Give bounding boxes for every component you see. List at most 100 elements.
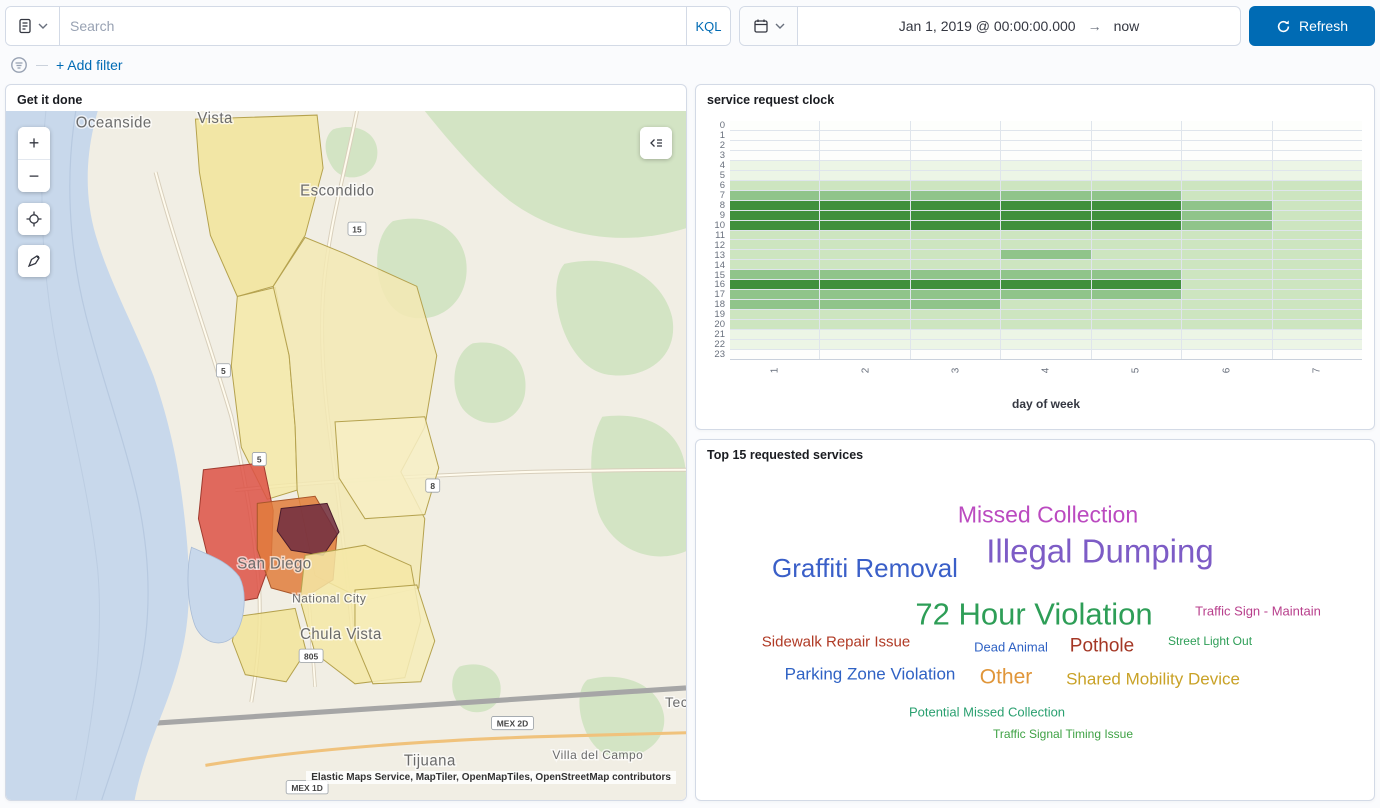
- add-filter-link[interactable]: + Add filter: [56, 57, 123, 73]
- tagcloud-word[interactable]: Traffic Signal Timing Issue: [992, 727, 1134, 741]
- heatmap-cell: [1001, 170, 1091, 180]
- map-place-label: Escondido: [300, 182, 374, 199]
- tagcloud-word[interactable]: Graffiti Removal: [772, 553, 958, 583]
- map-place-label: Villa del Campo: [552, 748, 643, 762]
- y-axis-tick-label: 13: [714, 249, 725, 261]
- heatmap-cell: [910, 170, 1001, 180]
- tagcloud-word[interactable]: Traffic Sign - Maintain: [1195, 603, 1321, 619]
- tagcloud-body: Missed Collection Illegal Dumping Graffiti…: [696, 468, 1374, 800]
- heatmap-cell: [1182, 330, 1272, 340]
- heatmap-cell: [1182, 320, 1272, 330]
- heatmap-cell: [910, 280, 1001, 290]
- zoom-in-button[interactable]: +: [18, 127, 50, 159]
- heatmap-cell: [820, 250, 910, 260]
- x-axis-tick-label: 3: [950, 367, 962, 374]
- map-canvas[interactable]: Oceanside Vista Escondido San Diego National…: [6, 111, 686, 800]
- heatmap-cell: [730, 121, 820, 130]
- heatmap-cell: [820, 310, 910, 320]
- heatmap-cell: [1001, 280, 1091, 290]
- heatmap-cell: [1001, 121, 1091, 130]
- draw-filter-button[interactable]: [18, 245, 50, 277]
- heatmap-cell: [1001, 350, 1091, 359]
- date-range-start[interactable]: Jan 1, 2019 @ 00:00:00.000: [898, 18, 1076, 34]
- saved-queries-button[interactable]: [6, 7, 60, 45]
- tagcloud-word[interactable]: Potential Missed Collection: [908, 704, 1066, 720]
- heatmap-cell: [730, 270, 820, 280]
- minus-icon: −: [28, 165, 40, 186]
- heatmap-cell: [1272, 160, 1362, 170]
- heatmap-cell: [1272, 290, 1362, 300]
- heatmap-cell: [1001, 310, 1091, 320]
- heatmap-cell: [1001, 240, 1091, 250]
- map-place-label: San Diego: [237, 555, 311, 572]
- heatmap-cell: [1272, 260, 1362, 270]
- map-zoom-controls: + −: [18, 127, 50, 192]
- tagcloud-word[interactable]: Pothole: [1069, 635, 1135, 657]
- heatmap-cell: [820, 150, 910, 160]
- tagcloud-word[interactable]: Dead Animal: [974, 639, 1048, 655]
- search-input[interactable]: [60, 7, 686, 45]
- heatmap-cell: [1182, 290, 1272, 300]
- panel-title: service request clock: [707, 93, 835, 107]
- kql-syntax-button[interactable]: KQL: [686, 7, 730, 45]
- heatmap-cell: [1182, 150, 1272, 160]
- y-axis-tick-label: 15: [714, 269, 725, 281]
- heatmap-cell: [1182, 270, 1272, 280]
- heatmap-cell: [1272, 140, 1362, 150]
- heatmap-cell: [1182, 140, 1272, 150]
- y-axis-tick-label: 14: [714, 259, 725, 271]
- refresh-button[interactable]: Refresh: [1249, 6, 1375, 46]
- clock-heatmap-grid: [730, 121, 1362, 359]
- date-quick-select-button[interactable]: [740, 7, 798, 45]
- heatmap-cell: [820, 330, 910, 340]
- zoom-out-button[interactable]: −: [18, 160, 50, 192]
- heatmap-cell: [730, 170, 820, 180]
- clock-grid-wrap: [730, 121, 1362, 360]
- heatmap-cell: [910, 150, 1001, 160]
- heatmap-cell: [1091, 240, 1182, 250]
- heatmap-chart[interactable]: 0 1 2 3 4 5 6 7 8 9 10 11 12 13 14 15 16 17 18 19 20 21 22 23 1…: [696, 111, 1374, 429]
- map-attribution: Elastic Maps Service, MapTiler, OpenMapT…: [306, 771, 676, 784]
- tagcloud-word[interactable]: 72 Hour Violation: [915, 596, 1153, 632]
- heatmap-cell: [1001, 230, 1091, 240]
- draw-filter-control: [18, 245, 50, 277]
- tagcloud-word[interactable]: Other: [979, 665, 1033, 689]
- collapse-layers-button[interactable]: [640, 127, 672, 159]
- road-shield-label: 15: [352, 224, 362, 234]
- heatmap-cell: [1091, 270, 1182, 280]
- panel-get-it-done: Get it done: [5, 84, 687, 801]
- heatmap-cell: [1091, 190, 1182, 200]
- tagcloud-word[interactable]: Shared Mobility Device: [1066, 669, 1240, 689]
- heatmap-cell: [1182, 240, 1272, 250]
- x-axis-tick-label: 5: [1130, 367, 1142, 374]
- heatmap-cell: [1091, 340, 1182, 350]
- tagcloud-word[interactable]: Missed Collection: [957, 501, 1139, 528]
- heatmap-cell: [730, 240, 820, 250]
- panel-top-services: Top 15 requested services Missed Collect…: [695, 439, 1375, 801]
- clock-x-axis: 1 2 3 4 5 6 7: [730, 365, 1362, 397]
- y-axis-tick-label: 18: [714, 299, 725, 311]
- date-range-end[interactable]: now: [1113, 18, 1140, 34]
- heatmap-cell: [1091, 160, 1182, 170]
- date-picker: Jan 1, 2019 @ 00:00:00.000 → now: [739, 6, 1241, 46]
- y-axis-tick-label: 0: [719, 120, 725, 132]
- arrow-right-icon: →: [1087, 18, 1102, 34]
- heatmap-cell: [1091, 310, 1182, 320]
- heatmap-cell: [1001, 300, 1091, 310]
- tagcloud-word[interactable]: Illegal Dumping: [986, 532, 1214, 570]
- right-column: service request clock 0 1 2 3 4 5 6 7 8 9 10 11 12 13…: [695, 84, 1375, 801]
- heatmap-cell: [1272, 180, 1362, 190]
- tagcloud-word[interactable]: Street Light Out: [1167, 634, 1253, 648]
- heatmap-cell: [910, 160, 1001, 170]
- heatmap-cell: [910, 350, 1001, 359]
- heatmap-cell: [820, 300, 910, 310]
- fit-to-data-button[interactable]: [18, 203, 50, 235]
- heatmap-cell: [910, 121, 1001, 130]
- tagcloud-word[interactable]: Parking Zone Violation: [784, 664, 956, 684]
- heatmap-cell: [910, 250, 1001, 260]
- heatmap-cell: [1272, 310, 1362, 320]
- heatmap-cell: [1182, 350, 1272, 359]
- tagcloud-word[interactable]: Sidewalk Repair Issue: [761, 633, 911, 651]
- heatmap-cell: [1182, 190, 1272, 200]
- heatmap-cell: [1001, 290, 1091, 300]
